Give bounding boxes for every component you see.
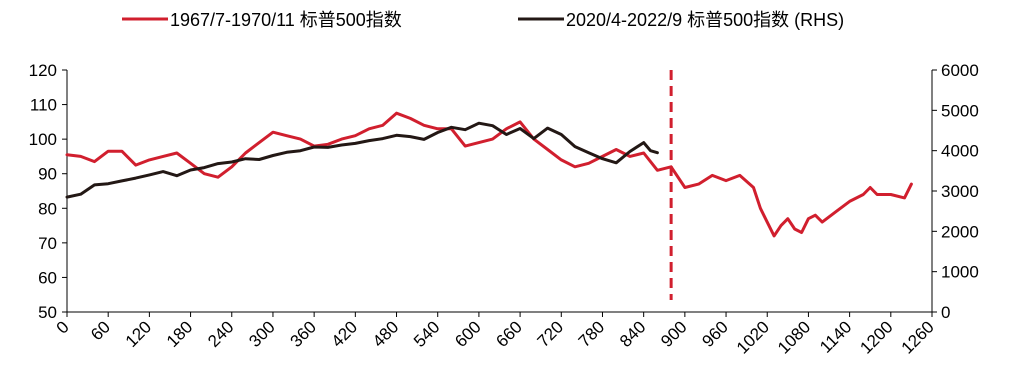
x-tick-label: 1020 [733,317,773,357]
x-tick-label: 600 [451,317,484,350]
x-tick-label: 0 [53,317,73,337]
x-tick-label: 60 [87,317,114,344]
x-tick-label: 240 [204,317,237,350]
x-tick-label: 180 [163,317,196,350]
x-tick-label: 1140 [816,317,855,356]
y-right-tick-label: 0 [941,303,950,322]
series-line-2 [65,121,659,199]
x-tick-label: 120 [122,317,155,350]
y-right-tick-label: 3000 [941,182,979,201]
legend-label-series-2: 2020/4-2022/9 标普500指数 (RHS) [566,10,844,30]
x-tick-label: 960 [698,317,731,350]
y-right-tick-label: 2000 [941,222,979,241]
x-tick-label: 1200 [856,317,896,357]
y-right-tick-label: 4000 [941,142,979,161]
x-tick-label: 780 [575,317,608,350]
y-left-tick-label: 70 [38,234,57,253]
x-tick-label: 420 [328,317,361,350]
y-right-tick-label: 6000 [941,61,979,80]
x-tick-label: 1260 [898,317,938,357]
y-left-tick-label: 50 [38,303,57,322]
y-right-tick-label: 5000 [941,101,979,120]
x-tick-label: 900 [657,317,690,350]
y-left-tick-label: 120 [29,61,57,80]
x-tick-label: 480 [369,317,402,350]
y-right-tick-label: 1000 [941,263,979,282]
x-tick-label: 360 [286,317,319,350]
x-tick-label: 720 [534,317,567,350]
y-left-tick-label: 110 [30,96,57,115]
x-tick-label: 540 [410,317,443,350]
legend-label-series-1: 1967/7-1970/11 标普500指数 [170,10,402,30]
x-tick-label: 660 [492,317,525,350]
x-tick-label: 300 [245,317,278,350]
x-tick-label: 840 [616,317,649,350]
chart-legend: 1967/7-1970/11 标普500指数 2020/4-2022/9 标普5… [122,10,844,30]
series-line-1 [65,111,913,238]
chart-axes: 5060708090100110120010002000300040005000… [29,61,979,358]
series-layer [65,111,913,238]
y-left-tick-label: 60 [38,268,57,287]
y-left-tick-label: 100 [29,130,57,149]
y-left-tick-label: 90 [38,165,57,184]
y-left-tick-label: 80 [38,199,57,218]
x-tick-label: 1080 [774,317,814,357]
